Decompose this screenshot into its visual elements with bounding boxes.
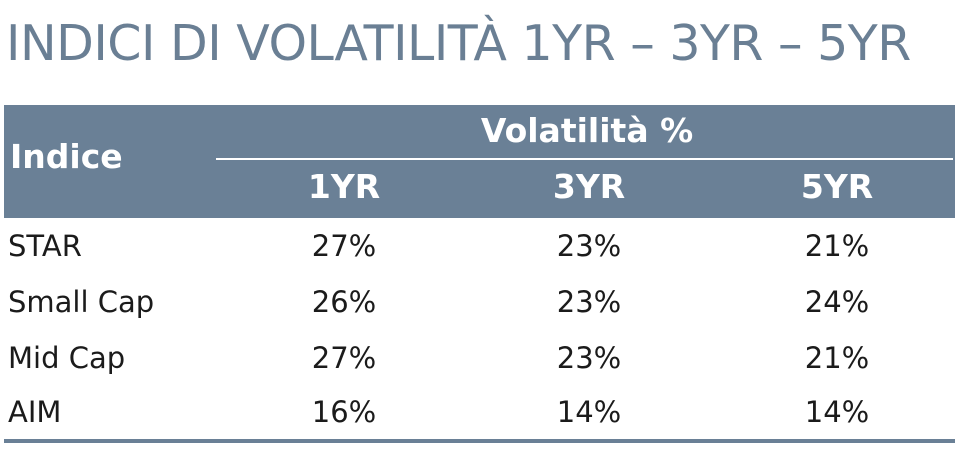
table-row: Mid Cap 27% 23% 21% <box>4 330 955 386</box>
table-row: Small Cap 26% 23% 24% <box>4 274 955 330</box>
cell-3yr: 14% <box>556 395 622 429</box>
table-row: STAR 27% 23% 21% <box>4 218 955 274</box>
table-row: AIM 16% 14% 14% <box>4 384 955 440</box>
column-header-1yr: 1YR <box>307 167 381 206</box>
row-index-name: STAR <box>8 229 82 263</box>
cell-5yr: 14% <box>804 395 870 429</box>
header-divider <box>216 158 953 160</box>
column-header-5yr: 5YR <box>800 167 874 206</box>
cell-5yr: 24% <box>804 285 870 319</box>
cell-1yr: 26% <box>311 285 377 319</box>
table-bottom-border <box>4 439 955 443</box>
column-header-3yr: 3YR <box>552 167 626 206</box>
row-index-name: Small Cap <box>8 285 155 319</box>
table-header: Indice Volatilità % 1YR 3YR 5YR <box>4 105 955 218</box>
cell-3yr: 23% <box>556 341 622 375</box>
row-index-name: AIM <box>8 395 62 429</box>
header-index-label: Indice <box>10 137 123 176</box>
page-title: INDICI DI VOLATILITÀ 1YR – 3YR – 5YR <box>6 15 911 72</box>
cell-1yr: 16% <box>311 395 377 429</box>
cell-5yr: 21% <box>804 341 870 375</box>
row-index-name: Mid Cap <box>8 341 126 375</box>
cell-1yr: 27% <box>311 341 377 375</box>
cell-3yr: 23% <box>556 229 622 263</box>
cell-5yr: 21% <box>804 229 870 263</box>
cell-3yr: 23% <box>556 285 622 319</box>
header-volatility-label: Volatilità % <box>480 111 694 150</box>
cell-1yr: 27% <box>311 229 377 263</box>
